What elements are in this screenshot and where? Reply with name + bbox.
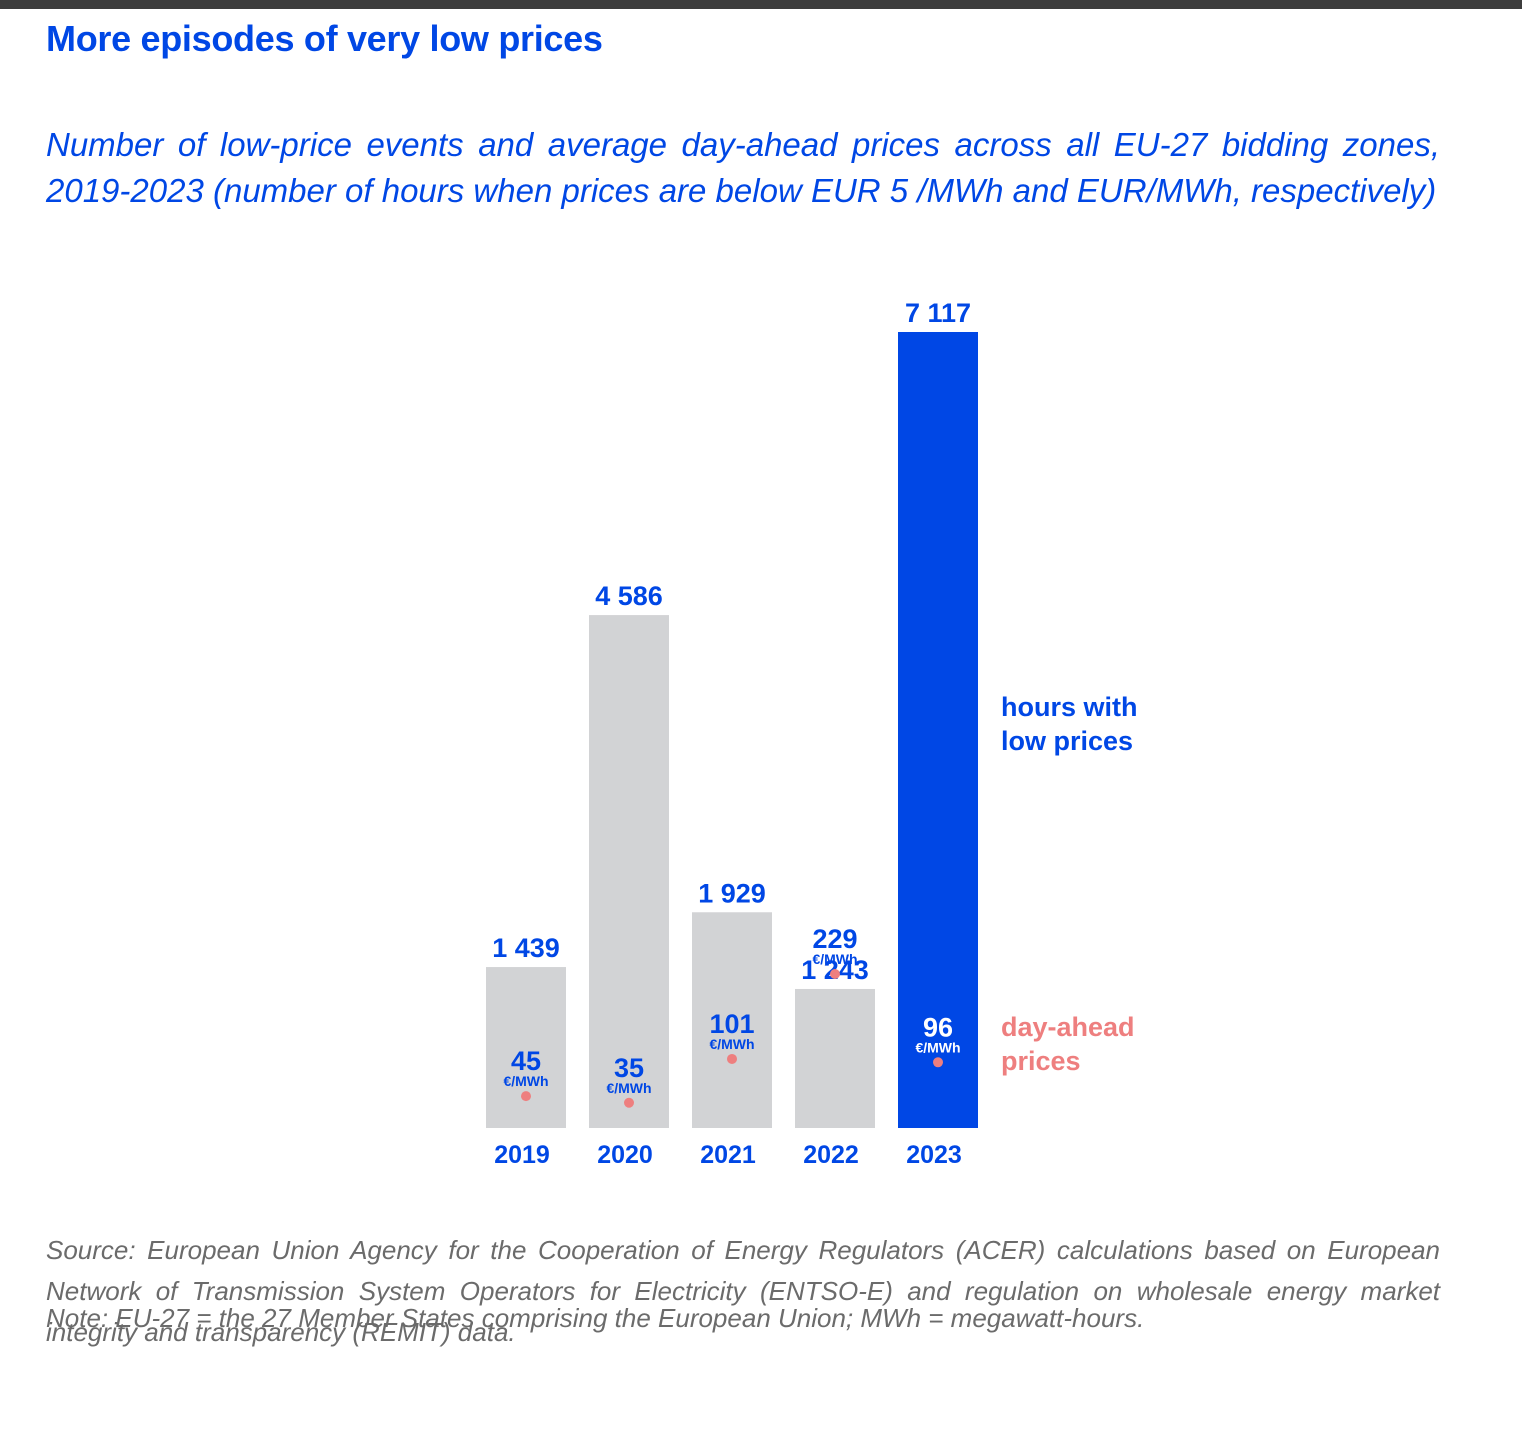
legend-hours-line1: hours with <box>1001 692 1138 722</box>
hours-label-2023: 7 117 <box>905 298 971 328</box>
bar-2022 <box>795 988 875 1128</box>
price-label-2021: 101 <box>709 1009 754 1039</box>
price-unit-2022: €/MWh <box>812 951 857 967</box>
source-note: Source: European Union Agency for the Co… <box>46 1235 1440 1347</box>
category-label-2021: 2021 <box>700 1141 756 1169</box>
top-border <box>0 0 1522 9</box>
bar-2019 <box>486 967 566 1128</box>
category-label-2023: 2023 <box>906 1141 962 1169</box>
category-label-2022: 2022 <box>803 1141 859 1169</box>
bar-2021 <box>692 912 772 1128</box>
price-unit-2019: €/MWh <box>503 1073 548 1089</box>
abbreviation-note: Note: EU-27 = the 27 Member States compr… <box>46 1303 1145 1333</box>
chart-title: More episodes of very low prices <box>46 18 603 59</box>
price-dot-2023 <box>933 1057 943 1068</box>
price-label-2023: 96 <box>923 1012 953 1042</box>
price-unit-2023: €/MWh <box>915 1039 960 1055</box>
category-label-2020: 2020 <box>597 1141 653 1169</box>
price-label-2019: 45 <box>511 1046 541 1076</box>
legend-prices-line2: prices <box>1001 1046 1081 1076</box>
category-label-2019: 2019 <box>494 1141 550 1169</box>
price-dot-2019 <box>521 1091 531 1102</box>
price-dot-2020 <box>624 1097 634 1108</box>
price-dot-2022 <box>830 969 840 979</box>
price-label-2022: 229 <box>812 924 857 954</box>
price-label-2020: 35 <box>614 1053 644 1083</box>
hours-label-2021: 1 929 <box>698 878 766 908</box>
bar-2020 <box>589 615 669 1128</box>
legend-hours-line2: low prices <box>1001 726 1133 756</box>
bars-layer <box>486 332 978 1128</box>
hours-label-2019: 1 439 <box>492 933 560 963</box>
hours-label-2020: 4 586 <box>595 581 663 611</box>
price-dot-2021 <box>727 1053 737 1064</box>
legend-prices-line1: day-ahead <box>1001 1012 1135 1042</box>
chart-subtitle: Number of low-price events and average d… <box>46 126 1440 209</box>
bar-2023 <box>898 332 978 1128</box>
price-unit-2020: €/MWh <box>606 1080 651 1096</box>
price-unit-2021: €/MWh <box>709 1036 754 1052</box>
